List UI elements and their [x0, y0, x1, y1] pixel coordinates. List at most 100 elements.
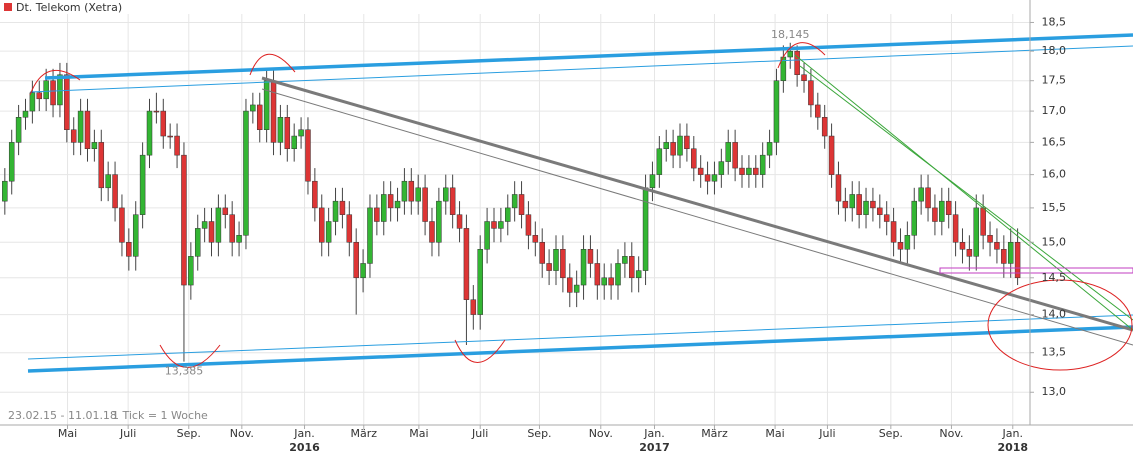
- x-tick-label: Juli: [119, 427, 136, 440]
- candle-body: [263, 80, 270, 130]
- candle-body: [918, 187, 924, 202]
- candle-body: [243, 110, 249, 236]
- candle-body: [835, 174, 842, 202]
- candle-body: [456, 214, 463, 229]
- candle-body: [229, 214, 235, 243]
- trend-lines: [27, 33, 1133, 373]
- candle-body: [980, 207, 986, 236]
- x-tick-label: Nov.: [230, 427, 254, 440]
- candle-body: [883, 214, 890, 222]
- candle-body: [381, 194, 387, 222]
- highlight-arc: [777, 42, 826, 69]
- candle-body: [91, 142, 98, 149]
- candle-body: [84, 110, 91, 149]
- candle-body: [649, 174, 656, 189]
- axes: 13,0 13,5 14,0 14,5 15,0 15,5 16,0 16,5 17,0 17,5…: [58, 15, 1066, 454]
- candle-body: [821, 117, 828, 137]
- x-tick-label: Jan.: [1002, 427, 1023, 440]
- candle-body: [622, 256, 628, 264]
- candle-body: [394, 200, 401, 209]
- candle-body: [759, 154, 766, 175]
- candle-body: [746, 167, 752, 175]
- y-tick-label: 17,5: [1042, 74, 1067, 87]
- candle-body: [642, 187, 649, 271]
- candle-body: [415, 187, 421, 202]
- candle-body: [663, 142, 669, 149]
- candle-body: [284, 117, 291, 149]
- candle-body: [849, 194, 855, 209]
- candle-body: [105, 174, 111, 189]
- candle-body: [773, 80, 780, 143]
- x-tick-label: März: [351, 427, 378, 440]
- candle-body: [353, 242, 359, 279]
- x-tick-label: Jan.: [643, 427, 664, 440]
- candle-body: [449, 187, 456, 215]
- candle-body: [911, 200, 918, 236]
- highlight-arc: [159, 344, 221, 368]
- candle-body: [194, 228, 201, 257]
- x-tick-label: Mai: [409, 427, 428, 440]
- candle-body: [332, 200, 339, 222]
- candle-body: [732, 142, 738, 169]
- candle-body: [532, 235, 539, 243]
- candle-body: [718, 161, 725, 175]
- x-tick-label: Mai: [765, 427, 784, 440]
- candle-body: [939, 200, 945, 222]
- y-tick-label: 16,5: [1042, 135, 1067, 148]
- candle-body: [987, 235, 993, 243]
- candle-body: [952, 214, 959, 243]
- candle-body: [408, 180, 415, 202]
- candle-body: [167, 135, 173, 138]
- candle-body: [539, 242, 545, 264]
- candle-body: [787, 50, 793, 58]
- y-tick-label: 18,5: [1042, 15, 1067, 28]
- candle-body: [573, 284, 580, 293]
- candle-body: [635, 270, 642, 279]
- candle-body: [318, 207, 325, 243]
- candle-body: [477, 249, 483, 315]
- candle-body: [753, 167, 759, 175]
- y-tick-label: 13,0: [1042, 385, 1067, 398]
- x-tick-label: Juli: [471, 427, 488, 440]
- candle-body: [160, 110, 167, 137]
- candle-body: [863, 200, 869, 215]
- candle-body: [491, 221, 497, 229]
- x-tick-label: Nov.: [589, 427, 613, 440]
- candle-body: [77, 110, 84, 143]
- candle-body: [615, 263, 621, 286]
- candle-body: [401, 180, 408, 202]
- candle-body: [511, 194, 518, 209]
- candle-body: [505, 207, 511, 222]
- candle-body: [139, 154, 146, 215]
- candle-body: [546, 263, 552, 271]
- candle-body: [697, 167, 704, 175]
- candle-body: [181, 154, 187, 286]
- candle-body: [132, 214, 139, 257]
- candle-body: [691, 148, 697, 169]
- candle-body: [422, 187, 428, 222]
- candle-body: [256, 104, 263, 130]
- x-tick-label: Mai: [58, 427, 77, 440]
- y-tick-label: 17,0: [1042, 104, 1067, 117]
- candle-body: [828, 135, 835, 175]
- candle-body: [222, 207, 229, 215]
- highlight-ellipse: [987, 279, 1133, 371]
- y-tick-label: 14,0: [1042, 308, 1067, 321]
- candle-body: [608, 277, 614, 286]
- candle-body: [29, 92, 36, 112]
- candles: [2, 42, 1021, 362]
- trend-line: [27, 314, 1133, 360]
- candle-body: [815, 104, 821, 118]
- trend-line: [799, 65, 1133, 321]
- candle-body: [57, 74, 63, 106]
- candle-body: [236, 235, 242, 243]
- candle-body: [146, 110, 153, 156]
- trend-line: [261, 76, 1133, 332]
- x-tick-label: Sep.: [177, 427, 201, 440]
- candle-body: [677, 135, 683, 156]
- candle-body: [932, 207, 938, 222]
- candle-body: [725, 142, 731, 162]
- candle-body: [174, 135, 180, 156]
